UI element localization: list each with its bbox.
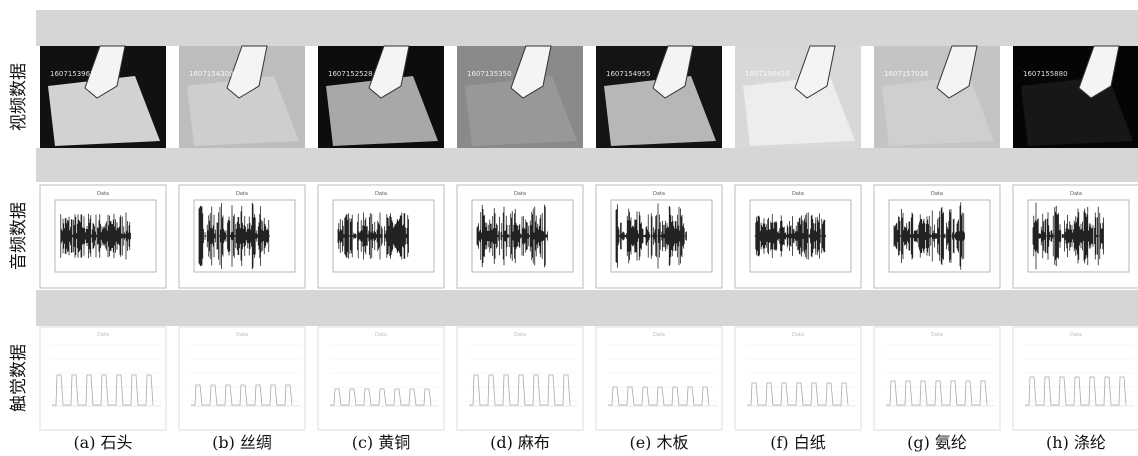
tactile-title: Data [931,332,943,338]
tactile-title: Data [1070,332,1082,338]
caption: (f) 白纸 [770,433,826,452]
timestamp: 1607155880 [1023,70,1068,78]
tactile-plot [874,327,1000,430]
caption: (h) 涤纶 [1046,433,1106,452]
audio-title: Data [236,191,248,197]
audio-title: Data [375,191,387,197]
row-label: 触觉数据 [9,344,29,412]
tactile-title: Data [97,332,109,338]
timestamp: 1607152528 [328,70,373,78]
caption: (e) 木板 [629,433,688,452]
tactile-title: Data [792,332,804,338]
audio-title: Data [1070,191,1082,197]
tactile-title: Data [236,332,248,338]
audio-title: Data [792,191,804,197]
row-label: 视频数据 [9,63,29,131]
band [36,290,1138,326]
band [36,148,1138,182]
caption: (a) 石头 [73,433,132,452]
tactile-plot [1013,327,1138,430]
audio-title: Data [97,191,109,197]
timestamp: 1607135350 [467,70,512,78]
audio-title: Data [931,191,943,197]
tactile-plot [179,327,305,430]
figure: 视频数据音频数据触觉数据 1607153961 Data Data (a) 石头 1607… [0,0,1138,456]
timestamp: 1607153961 [50,70,95,78]
caption: (c) 黄铜 [352,433,411,452]
band [36,10,1138,46]
caption: (d) 麻布 [490,433,550,452]
audio-title: Data [653,191,665,197]
timestamp: 1607154300 [189,70,234,78]
tactile-title: Data [514,332,526,338]
audio-title: Data [514,191,526,197]
tactile-title: Data [375,332,387,338]
timestamp: 1607156439 [745,70,790,78]
tactile-plot [596,327,722,430]
tactile-plot [735,327,861,430]
tactile-title: Data [653,332,665,338]
timestamp: 1607154955 [606,70,651,78]
caption: (g) 氨纶 [907,433,967,452]
row-label: 音频数据 [9,202,29,270]
tactile-plot [318,327,444,430]
timestamp: 1607157036 [884,70,929,78]
caption: (b) 丝绸 [212,433,272,452]
